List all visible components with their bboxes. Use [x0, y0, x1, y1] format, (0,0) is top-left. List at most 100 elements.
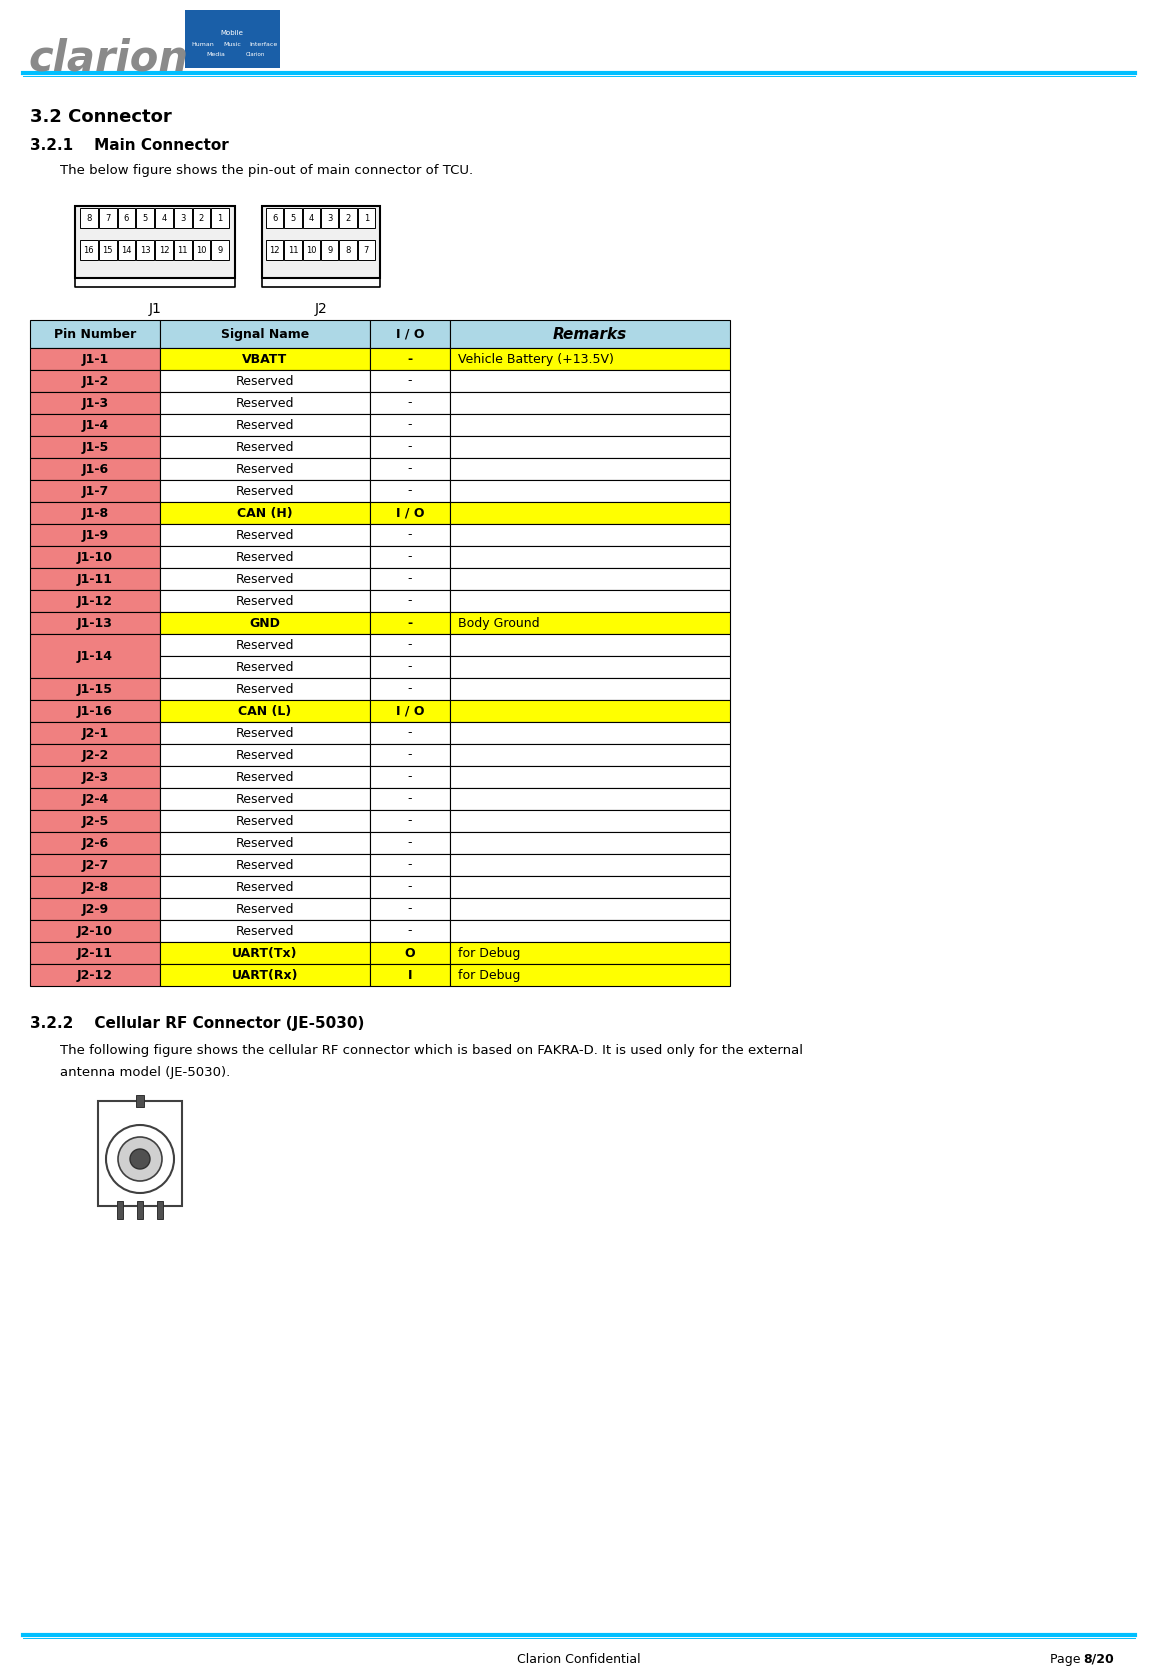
Text: Reserved: Reserved — [236, 815, 294, 828]
Bar — [371, 348, 450, 370]
Bar — [30, 855, 160, 876]
Text: for Debug: for Debug — [459, 946, 520, 960]
Bar — [30, 965, 160, 986]
Bar — [450, 766, 730, 788]
Bar — [371, 656, 450, 678]
Bar — [450, 898, 730, 920]
Text: Reserved: Reserved — [236, 375, 294, 388]
Text: antenna model (JE-5030).: antenna model (JE-5030). — [60, 1066, 230, 1080]
Bar — [371, 831, 450, 855]
Bar — [211, 208, 229, 228]
Bar — [371, 392, 450, 413]
Bar — [160, 700, 371, 721]
Bar — [30, 392, 160, 413]
Bar — [450, 392, 730, 413]
Bar — [174, 208, 191, 228]
Bar — [371, 678, 450, 700]
Circle shape — [130, 1150, 151, 1170]
Text: -: - — [408, 748, 412, 761]
Text: 5: 5 — [291, 213, 295, 223]
Bar — [321, 240, 338, 260]
Text: 9: 9 — [327, 245, 332, 255]
Text: J2-8: J2-8 — [81, 881, 109, 893]
Text: J1-3: J1-3 — [81, 397, 109, 410]
Bar — [450, 810, 730, 831]
Text: Reserved: Reserved — [236, 793, 294, 805]
Bar — [160, 392, 371, 413]
Text: J1-15: J1-15 — [76, 683, 113, 695]
Text: J2-5: J2-5 — [81, 815, 109, 828]
Text: -: - — [408, 660, 412, 673]
Bar — [160, 635, 371, 656]
Bar — [160, 480, 371, 501]
Text: VBATT: VBATT — [242, 353, 287, 365]
Bar — [160, 568, 371, 590]
Text: -: - — [408, 638, 412, 651]
Bar — [30, 458, 160, 480]
Bar — [30, 320, 160, 348]
Bar — [266, 240, 284, 260]
Text: J2-12: J2-12 — [76, 968, 113, 981]
Text: 14: 14 — [122, 245, 132, 255]
Text: Reserved: Reserved — [236, 528, 294, 541]
Text: Page: Page — [1050, 1653, 1085, 1666]
Text: -: - — [408, 903, 412, 916]
Bar — [450, 501, 730, 525]
Bar — [30, 348, 160, 370]
Text: The below figure shows the pin-out of main connector of TCU.: The below figure shows the pin-out of ma… — [60, 163, 474, 177]
Bar — [211, 240, 229, 260]
Text: -: - — [408, 815, 412, 828]
Text: Reserved: Reserved — [236, 418, 294, 431]
Text: J2-7: J2-7 — [81, 858, 109, 871]
Text: J1-10: J1-10 — [76, 550, 113, 563]
Bar — [450, 965, 730, 986]
Text: I: I — [408, 968, 412, 981]
Bar — [450, 678, 730, 700]
Text: -: - — [408, 418, 412, 431]
Text: -: - — [408, 726, 412, 740]
Text: Reserved: Reserved — [236, 903, 294, 916]
Bar — [450, 568, 730, 590]
Bar — [30, 413, 160, 436]
Bar — [137, 240, 154, 260]
Bar — [160, 320, 371, 348]
Bar — [160, 766, 371, 788]
Bar — [160, 413, 371, 436]
Bar — [371, 413, 450, 436]
Text: -: - — [408, 683, 412, 695]
Text: -: - — [408, 616, 412, 630]
Bar — [157, 1201, 163, 1220]
Bar — [30, 501, 160, 525]
Text: Human: Human — [191, 42, 214, 47]
Bar — [371, 525, 450, 546]
Text: 3.2 Connector: 3.2 Connector — [30, 108, 171, 127]
Bar — [174, 240, 191, 260]
Bar — [371, 546, 450, 568]
Bar — [160, 965, 371, 986]
Bar — [450, 635, 730, 656]
Text: O: O — [404, 946, 416, 960]
Bar — [160, 941, 371, 965]
Bar — [160, 501, 371, 525]
Bar — [30, 700, 160, 721]
Text: -: - — [408, 595, 412, 608]
Text: 1: 1 — [218, 213, 222, 223]
Text: Body Ground: Body Ground — [459, 616, 540, 630]
Text: J2: J2 — [315, 302, 328, 317]
Bar — [450, 436, 730, 458]
Bar — [30, 898, 160, 920]
Text: Reserved: Reserved — [236, 925, 294, 938]
Bar — [75, 207, 235, 278]
Text: Reserved: Reserved — [236, 683, 294, 695]
Bar — [30, 788, 160, 810]
Text: -: - — [408, 793, 412, 805]
Bar — [135, 1095, 144, 1106]
Text: 10: 10 — [196, 245, 206, 255]
Bar — [450, 745, 730, 766]
Bar — [371, 370, 450, 392]
Bar — [450, 876, 730, 898]
Text: 12: 12 — [159, 245, 169, 255]
Text: J1-1: J1-1 — [81, 353, 109, 365]
Text: -: - — [408, 463, 412, 475]
Bar — [450, 546, 730, 568]
